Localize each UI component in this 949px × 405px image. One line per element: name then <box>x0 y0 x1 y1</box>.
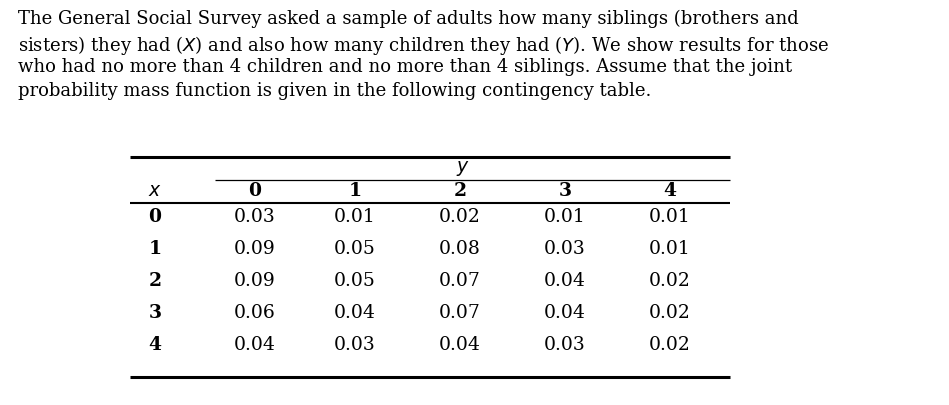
Text: 4: 4 <box>663 182 677 200</box>
Text: 0.03: 0.03 <box>544 240 586 258</box>
Text: 0.02: 0.02 <box>649 272 691 290</box>
Text: 0.01: 0.01 <box>544 208 586 226</box>
Text: 0.03: 0.03 <box>234 208 276 226</box>
Text: 0.04: 0.04 <box>234 336 276 354</box>
Text: 1: 1 <box>148 240 161 258</box>
Text: 2: 2 <box>148 272 161 290</box>
Text: 0.01: 0.01 <box>649 240 691 258</box>
Text: $\mathit{x}$: $\mathit{x}$ <box>148 182 162 200</box>
Text: 4: 4 <box>148 336 161 354</box>
Text: 3: 3 <box>148 304 161 322</box>
Text: 0.04: 0.04 <box>544 272 586 290</box>
Text: 0: 0 <box>148 208 161 226</box>
Text: 0: 0 <box>249 182 262 200</box>
Text: 1: 1 <box>348 182 362 200</box>
Text: 0.05: 0.05 <box>334 272 376 290</box>
Text: 0.02: 0.02 <box>649 336 691 354</box>
Text: who had no more than 4 children and no more than 4 siblings. Assume that the joi: who had no more than 4 children and no m… <box>18 58 792 76</box>
Text: 0.09: 0.09 <box>234 240 276 258</box>
Text: 0.02: 0.02 <box>439 208 481 226</box>
Text: The General Social Survey asked a sample of adults how many siblings (brothers a: The General Social Survey asked a sample… <box>18 10 799 28</box>
Text: 3: 3 <box>558 182 571 200</box>
Text: 0.02: 0.02 <box>649 304 691 322</box>
Text: 0.04: 0.04 <box>334 304 376 322</box>
Text: 0.05: 0.05 <box>334 240 376 258</box>
Text: 0.07: 0.07 <box>439 272 481 290</box>
Text: 0.04: 0.04 <box>439 336 481 354</box>
Text: 0.04: 0.04 <box>544 304 586 322</box>
Text: 0.07: 0.07 <box>439 304 481 322</box>
Text: 0.08: 0.08 <box>439 240 481 258</box>
Text: probability mass function is given in the following contingency table.: probability mass function is given in th… <box>18 82 651 100</box>
Text: sisters) they had ($\mathit{X}$) and also how many children they had ($\mathit{Y: sisters) they had ($\mathit{X}$) and als… <box>18 34 829 57</box>
Text: 2: 2 <box>454 182 467 200</box>
Text: 0.06: 0.06 <box>234 304 276 322</box>
Text: 0.03: 0.03 <box>334 336 376 354</box>
Text: $\mathit{y}$: $\mathit{y}$ <box>456 158 470 177</box>
Text: 0.09: 0.09 <box>234 272 276 290</box>
Text: 0.01: 0.01 <box>649 208 691 226</box>
Text: 0.01: 0.01 <box>334 208 376 226</box>
Text: 0.03: 0.03 <box>544 336 586 354</box>
